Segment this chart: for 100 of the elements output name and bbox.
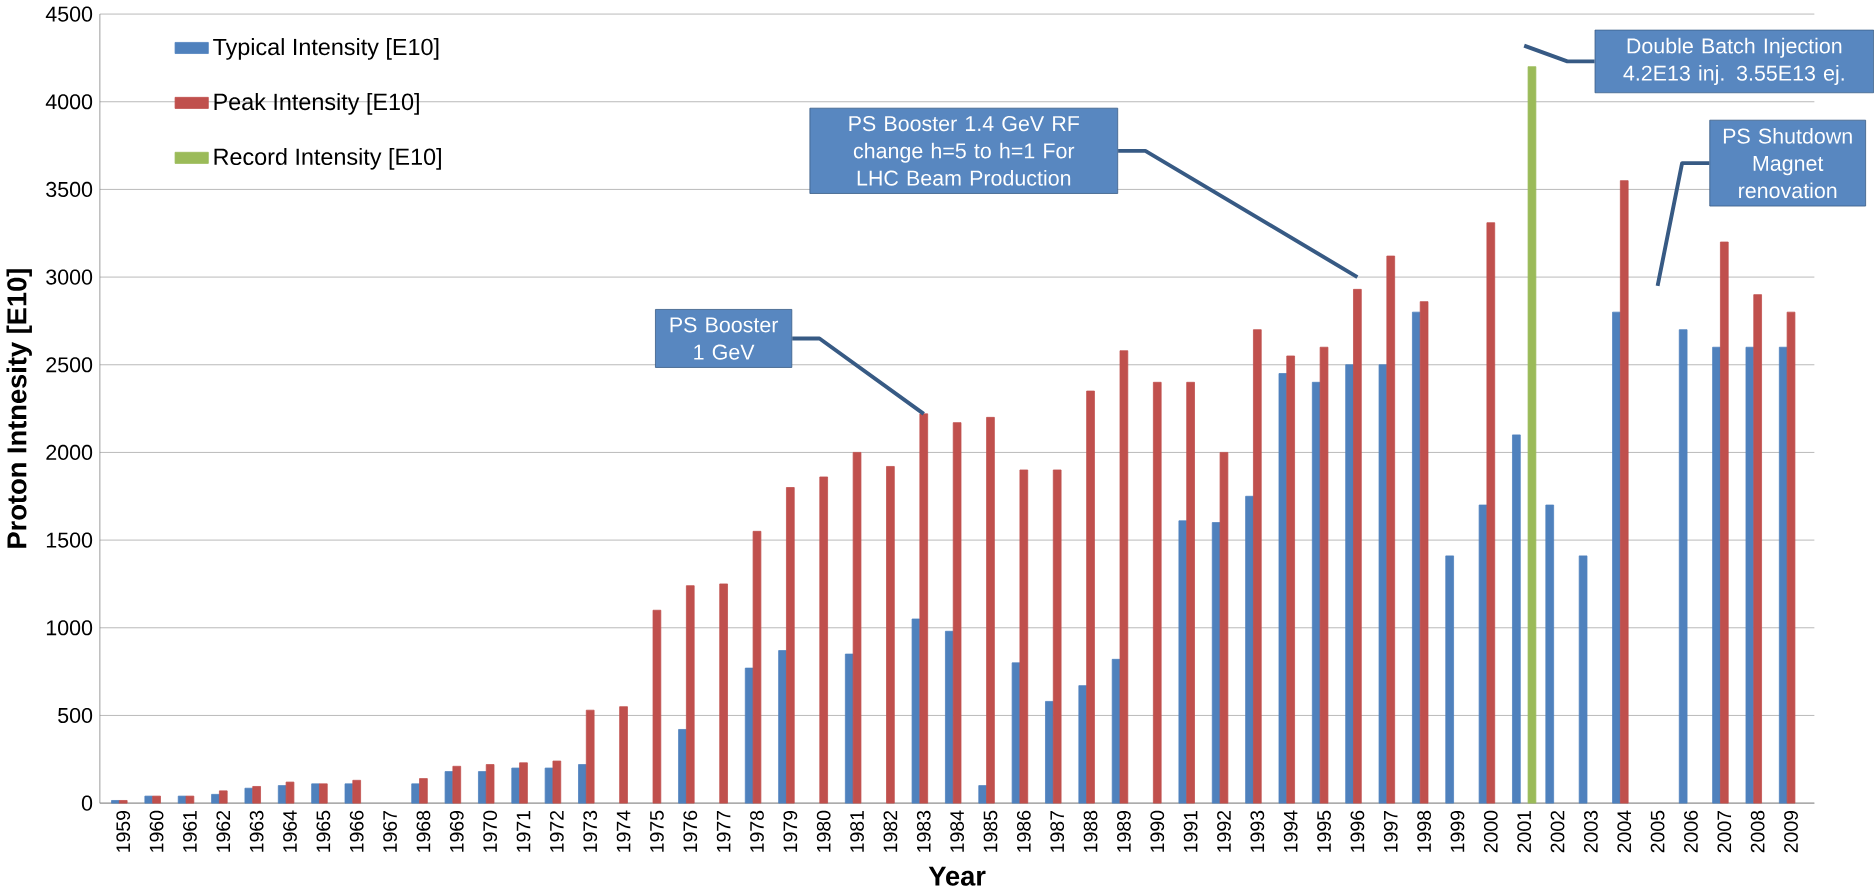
- bar: [852, 451, 862, 804]
- x-tick-label: 1981: [850, 810, 864, 852]
- x-tick-label: 1962: [216, 810, 231, 852]
- x-tick-label: 1959: [116, 810, 131, 852]
- bar: [478, 771, 487, 804]
- x-tick-label: 2004: [1617, 810, 1632, 853]
- x-tick-label: 1965: [316, 810, 331, 852]
- x-tick-label: 1991: [1183, 810, 1198, 852]
- bar: [1353, 288, 1362, 804]
- x-tick-label: 1985: [983, 810, 998, 852]
- bar: [1019, 469, 1029, 804]
- bar: [1245, 495, 1254, 804]
- bar: [219, 790, 228, 804]
- bar: [919, 413, 929, 804]
- bar: [144, 795, 154, 804]
- bar: [252, 785, 261, 804]
- bar: [185, 795, 195, 804]
- bar: [1712, 346, 1721, 804]
- bar: [1152, 381, 1162, 804]
- bar: [1612, 311, 1621, 804]
- bar: [319, 783, 328, 804]
- bar: [1178, 520, 1188, 804]
- bar: [1186, 381, 1195, 804]
- bar: [1345, 364, 1354, 804]
- x-tick-label: 2006: [1684, 810, 1698, 853]
- x-tick-label: 1978: [750, 810, 764, 852]
- bar: [1253, 329, 1262, 804]
- x-tick-label: 1972: [549, 810, 564, 852]
- x-tick-label: 2002: [1550, 810, 1565, 853]
- x-tick-label: 1973: [583, 810, 598, 852]
- x-tick-label: 1974: [616, 810, 631, 852]
- bar: [1386, 255, 1396, 804]
- bar: [1078, 685, 1088, 804]
- x-tick-label: 1988: [1083, 810, 1098, 852]
- x-axis-title: Year: [928, 866, 986, 886]
- bar: [519, 762, 528, 804]
- y-axis-title: Proton Intnesity [E10]: [6, 269, 32, 548]
- bar: [1786, 311, 1796, 804]
- bar: [585, 709, 595, 804]
- bar: [1486, 222, 1496, 804]
- x-tick-label: 1996: [1350, 810, 1365, 852]
- x-tick-label: 1960: [149, 810, 164, 852]
- bar: [118, 799, 128, 804]
- x-tick-label: 2001: [1517, 810, 1532, 853]
- bar: [1412, 311, 1421, 804]
- x-tick-label: 1986: [1016, 810, 1031, 852]
- x-tick-label: 1980: [816, 810, 831, 852]
- bar: [311, 783, 320, 804]
- bar: [1478, 504, 1488, 804]
- x-tick-label: 2005: [1650, 810, 1665, 853]
- legend-label: Record Intensity [E10]: [214, 147, 441, 170]
- bar: [619, 706, 628, 804]
- x-tick-label: 1964: [283, 810, 297, 852]
- bar: [285, 781, 295, 804]
- x-tick-label: 2000: [1483, 810, 1498, 853]
- x-tick-label: 1992: [1217, 810, 1231, 852]
- bar: [411, 783, 420, 804]
- bar: [1578, 555, 1588, 804]
- y-tick-label: 1500: [46, 532, 93, 548]
- x-tick-label: 1995: [1317, 810, 1331, 852]
- bar: [1011, 662, 1021, 804]
- y-tick-label: 2000: [46, 444, 93, 460]
- bar: [444, 771, 454, 804]
- x-tick-label: 1975: [650, 810, 664, 852]
- bar: [1052, 469, 1062, 804]
- x-tick-label: 1979: [783, 810, 798, 852]
- bar: [678, 728, 687, 804]
- x-tick-label: 2009: [1784, 810, 1798, 853]
- y-tick-label: 4000: [45, 94, 93, 110]
- x-tick-label: 1971: [516, 810, 531, 852]
- bar: [111, 799, 120, 804]
- x-tick-label: 1990: [1150, 810, 1165, 852]
- bar: [844, 653, 854, 804]
- bar: [911, 618, 921, 804]
- bar: [511, 767, 520, 804]
- bar: [719, 583, 728, 804]
- bar: [152, 795, 161, 804]
- x-tick-label: 1966: [349, 810, 364, 852]
- bar: [1419, 301, 1429, 804]
- bar: [1545, 504, 1555, 804]
- bar: [419, 778, 428, 804]
- bar: [945, 630, 954, 804]
- x-tick-label: 1987: [1050, 810, 1065, 852]
- x-tick-label: 1989: [1117, 810, 1131, 852]
- x-tick-label: 2007: [1717, 810, 1732, 853]
- bar: [778, 650, 787, 804]
- bar: [552, 760, 562, 804]
- bar: [1745, 346, 1755, 804]
- bar: [244, 787, 254, 804]
- bar: [819, 476, 828, 804]
- bar: [652, 609, 662, 804]
- y-tick-label: 0: [81, 795, 93, 811]
- bar: [786, 486, 795, 804]
- x-tick-label: 1984: [950, 810, 965, 852]
- bar: [752, 530, 762, 804]
- x-tick-label: 1997: [1383, 810, 1398, 852]
- bar: [1445, 555, 1454, 804]
- bar: [578, 764, 587, 804]
- x-tick-label: 1982: [883, 810, 898, 852]
- x-tick-label: 1993: [1250, 810, 1265, 852]
